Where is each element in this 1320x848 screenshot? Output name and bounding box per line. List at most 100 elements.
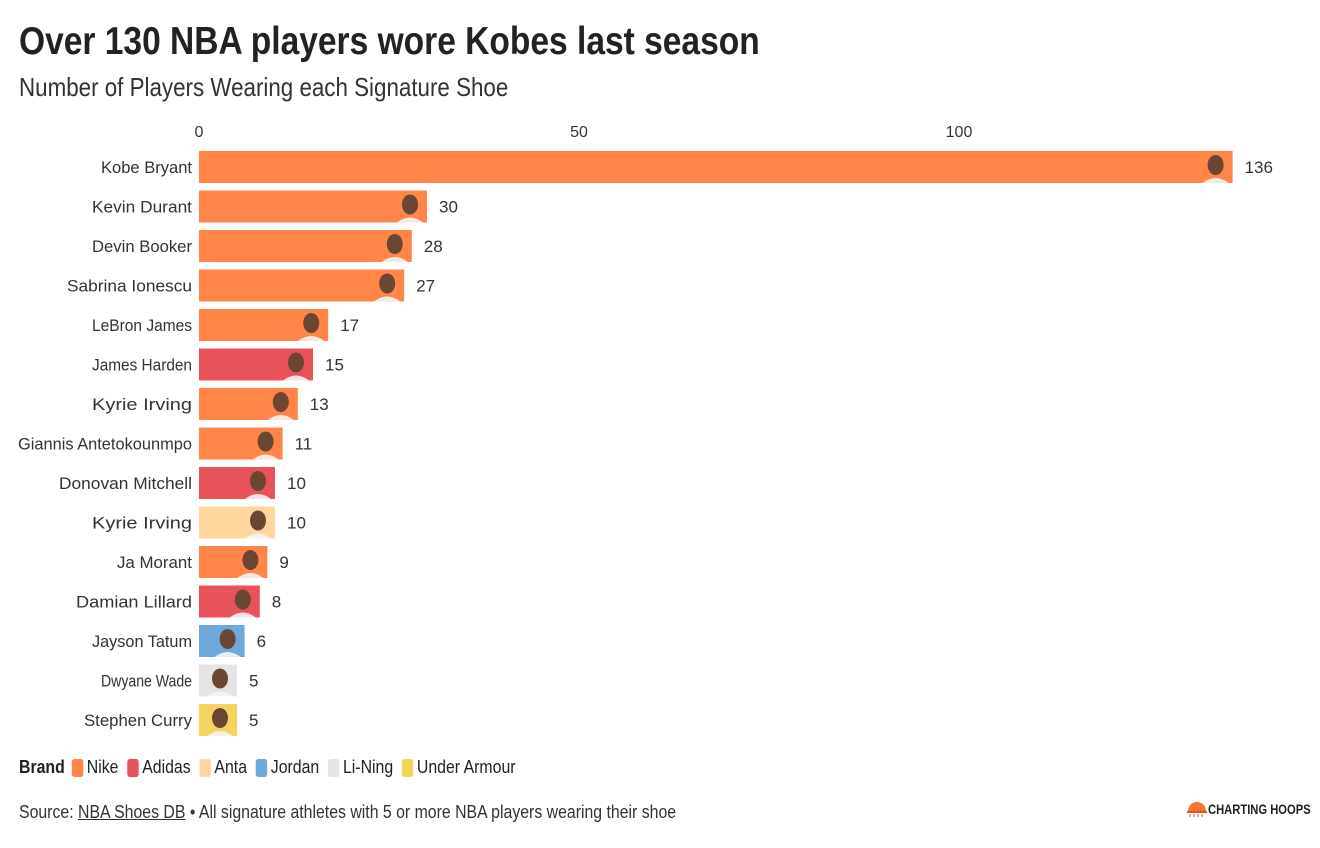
value-label: 10 — [287, 514, 306, 533]
legend-label: Under Armour — [416, 757, 516, 777]
player-jersey-icon — [245, 533, 271, 539]
player-avatar-icon — [288, 352, 304, 373]
category-label: Kyrie Irving — [92, 395, 192, 414]
player-jersey-icon — [207, 731, 233, 736]
x-tick-label: 50 — [570, 124, 588, 141]
category-label: Donovan Mitchell — [59, 474, 192, 493]
player-jersey-icon — [381, 257, 408, 262]
bar — [199, 151, 1233, 183]
legend-item-adidas: Adidas — [127, 757, 191, 778]
category-label: Giannis Antetokounmpo — [18, 435, 192, 454]
player-avatar-icon — [250, 510, 266, 531]
legend-label: Adidas — [142, 757, 191, 777]
bar — [199, 269, 405, 302]
category-label: Dwyane Wade — [101, 672, 192, 691]
player-jersey-icon — [245, 494, 271, 499]
basketball-hoop-icon — [1187, 802, 1207, 817]
category-label: Ja Morant — [117, 553, 192, 572]
legend-swatch — [199, 758, 211, 777]
legend-item-under-armour: Under Armour — [401, 757, 516, 778]
bar — [199, 585, 260, 618]
value-label: 8 — [272, 593, 281, 612]
legend-swatch — [328, 758, 340, 777]
value-label: 5 — [249, 711, 258, 730]
player-jersey-icon — [374, 296, 401, 302]
legend-title: Brand — [19, 757, 65, 777]
x-tick-label: 0 — [195, 124, 204, 141]
source-note: Source: NBA Shoes DB • All signature ath… — [19, 802, 676, 823]
player-avatar-icon — [212, 708, 228, 728]
category-label: Devin Booker — [92, 237, 192, 256]
player-avatar-icon — [379, 273, 396, 294]
legend-swatch — [71, 758, 84, 777]
value-label: 15 — [325, 356, 344, 375]
player-avatar-icon — [1207, 155, 1224, 175]
bar — [199, 230, 412, 262]
chart-subtitle: Number of Players Wearing each Signature… — [19, 72, 588, 103]
player-avatar-icon — [242, 550, 259, 570]
player-avatar-icon — [212, 668, 228, 689]
category-label: Sabrina Ionescu — [67, 277, 192, 296]
player-avatar-icon — [257, 431, 274, 452]
value-label: 9 — [279, 553, 288, 572]
category-label: LeBron James — [92, 316, 192, 335]
legend-label: Anta — [214, 757, 248, 777]
value-label: 10 — [287, 474, 306, 493]
legend-swatch — [255, 758, 268, 777]
legend-item-jordan: Jordan — [255, 757, 320, 778]
player-jersey-icon — [237, 573, 264, 578]
player-avatar-icon — [219, 629, 236, 649]
source-link[interactable]: NBA Shoes DB — [78, 802, 186, 822]
legend-item-nike: Nike — [71, 757, 119, 778]
category-label: Damian Lillard — [76, 593, 192, 612]
charting-hoops-logo: CHARTING HOOPS — [1186, 800, 1320, 818]
legend: Brand Nike Adidas Anta Jordan Li-Ning Under A… — [19, 757, 524, 778]
player-avatar-icon — [303, 313, 320, 333]
chart-title-text: Over 130 NBA players wore Kobes last sea… — [19, 20, 760, 63]
player-avatar-icon — [402, 194, 418, 215]
player-jersey-icon — [229, 612, 256, 618]
player-avatar-icon — [234, 589, 251, 610]
value-label: 6 — [257, 632, 266, 651]
player-jersey-icon — [1202, 178, 1229, 183]
player-jersey-icon — [214, 652, 241, 657]
legend-swatch — [401, 758, 414, 777]
player-jersey-icon — [252, 454, 279, 460]
category-label: James Harden — [92, 356, 192, 375]
value-label: 27 — [416, 277, 435, 296]
source-note-text: • All signature athletes with 5 or more … — [185, 802, 677, 822]
value-label: 11 — [295, 435, 313, 454]
player-avatar-icon — [386, 234, 403, 254]
logo-text: CHARTING HOOPS — [1208, 801, 1311, 817]
category-label: Kyrie Irving — [92, 514, 192, 533]
player-avatar-icon — [272, 392, 289, 412]
legend-swatch — [127, 758, 139, 777]
value-label: 30 — [439, 198, 458, 217]
legend-item-anta: Anta — [199, 757, 247, 778]
category-label: Kobe Bryant — [101, 158, 192, 177]
value-label: 17 — [340, 316, 359, 335]
value-label: 28 — [424, 237, 443, 256]
category-label: Jayson Tatum — [92, 632, 192, 651]
player-jersey-icon — [283, 375, 309, 381]
bar — [199, 190, 427, 223]
value-label: 5 — [249, 672, 258, 691]
legend-label: Jordan — [270, 757, 320, 777]
legend-label: Li-Ning — [342, 757, 394, 777]
category-label: Stephen Curry — [84, 711, 192, 730]
legend-item-li-ning: Li-Ning — [328, 757, 393, 778]
chart-subtitle-text: Number of Players Wearing each Signature… — [19, 72, 509, 102]
chart-title: Over 130 NBA players wore Kobes last sea… — [19, 20, 880, 64]
category-label: Kevin Durant — [92, 198, 192, 217]
x-tick-label: 100 — [946, 124, 973, 141]
player-avatar-icon — [250, 471, 266, 491]
value-label: 136 — [1245, 158, 1273, 177]
legend-label: Nike — [86, 757, 119, 777]
player-jersey-icon — [298, 336, 325, 341]
value-label: 13 — [310, 395, 329, 414]
player-jersey-icon — [397, 217, 423, 223]
player-jersey-icon — [207, 691, 233, 697]
player-jersey-icon — [267, 415, 294, 420]
source-prefix: Source: — [19, 802, 79, 822]
